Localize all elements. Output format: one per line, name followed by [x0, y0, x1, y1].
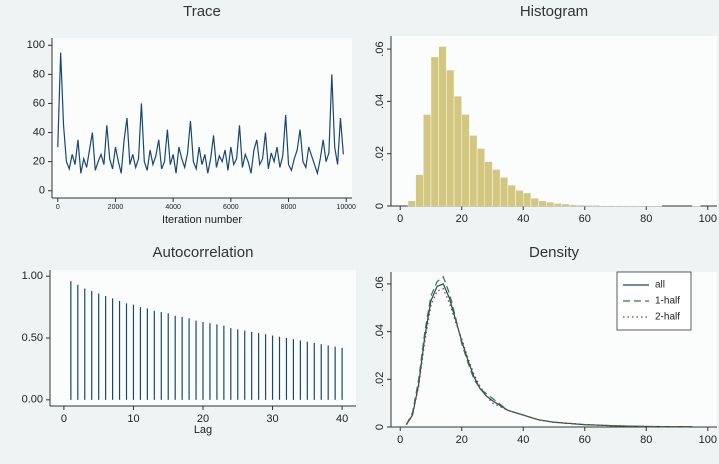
bar [469, 135, 478, 207]
x-tick-label: 0 [397, 434, 403, 446]
x-tick-label: 40 [336, 413, 348, 425]
x-axis-label: Iteration number [162, 214, 242, 226]
x-tick-label: 100 [699, 213, 717, 225]
x-tick-label: 30 [266, 413, 278, 425]
x-tick-label: 20 [456, 213, 468, 225]
y-tick-label: 0.00 [22, 394, 43, 406]
y-tick-label: 0 [39, 185, 45, 197]
x-tick-label: 80 [640, 434, 652, 446]
y-tick-label: 80 [33, 68, 45, 80]
x-tick-label: 100 [699, 434, 717, 446]
bar [407, 200, 416, 207]
y-tick-label: .04 [374, 324, 386, 339]
x-tick-label: 6000 [223, 204, 239, 211]
bar [484, 161, 493, 207]
bar [476, 148, 486, 207]
bar [499, 176, 509, 207]
bar [453, 95, 462, 207]
bar [461, 114, 470, 207]
panel-title: Density [529, 244, 580, 261]
x-tick-label: 80 [640, 213, 652, 225]
bar [553, 203, 562, 207]
y-tick-label: 0 [374, 203, 386, 209]
bar [576, 204, 586, 207]
panel-title: Autocorrelation [153, 244, 254, 261]
x-tick-label: 40 [517, 434, 529, 446]
bar [592, 204, 601, 207]
bar [438, 46, 447, 207]
y-tick-label: 100 [27, 39, 45, 51]
x-tick-label: 4000 [165, 204, 181, 211]
plot-area [52, 38, 352, 198]
bar [561, 203, 570, 207]
bar [599, 205, 609, 207]
bar [507, 184, 516, 207]
y-tick-label: 0.50 [22, 332, 43, 344]
x-axis-label: Lag [194, 424, 212, 436]
x-tick-label: 8000 [281, 204, 297, 211]
panel-title: Trace [183, 3, 221, 20]
x-tick-label: 2000 [108, 204, 124, 211]
legend-label: all [655, 280, 665, 291]
y-tick-label: 0 [374, 424, 386, 430]
x-tick-label: 60 [579, 213, 591, 225]
y-tick-label: 60 [33, 97, 45, 109]
y-tick-label: 40 [33, 126, 45, 138]
bar [546, 201, 555, 207]
bar [515, 190, 524, 207]
x-tick-label: 60 [579, 434, 591, 446]
bar [446, 69, 455, 207]
panel-title: Histogram [520, 3, 588, 20]
bar [430, 56, 439, 207]
bar [530, 197, 539, 207]
bar [538, 200, 547, 207]
y-tick-label: 20 [33, 156, 45, 168]
y-tick-label: .02 [374, 146, 386, 161]
data-line [57, 52, 344, 176]
bar [492, 169, 501, 207]
x-tick-label: 20 [456, 434, 468, 446]
bar [584, 204, 593, 207]
y-tick-label: 1.00 [22, 270, 43, 282]
x-tick-label: 40 [517, 213, 529, 225]
x-tick-label: 10 [127, 413, 139, 425]
bar [607, 205, 616, 207]
data-line [405, 275, 693, 428]
legend-label: 1-half [655, 296, 680, 307]
y-tick-label: .04 [374, 94, 386, 109]
bar [415, 174, 424, 207]
x-tick-label: 0 [397, 213, 403, 225]
x-tick-label: 20 [197, 413, 209, 425]
x-tick-label: 10000 [336, 204, 356, 211]
legend-label: 2-half [655, 312, 680, 323]
y-tick-label: .06 [374, 276, 386, 291]
bar [569, 204, 578, 207]
x-tick-label: 0 [61, 413, 67, 425]
y-tick-label: .06 [374, 41, 386, 56]
y-tick-label: .02 [374, 372, 386, 387]
bar [423, 114, 432, 207]
x-tick-label: 0 [56, 204, 60, 211]
bar [522, 192, 532, 207]
